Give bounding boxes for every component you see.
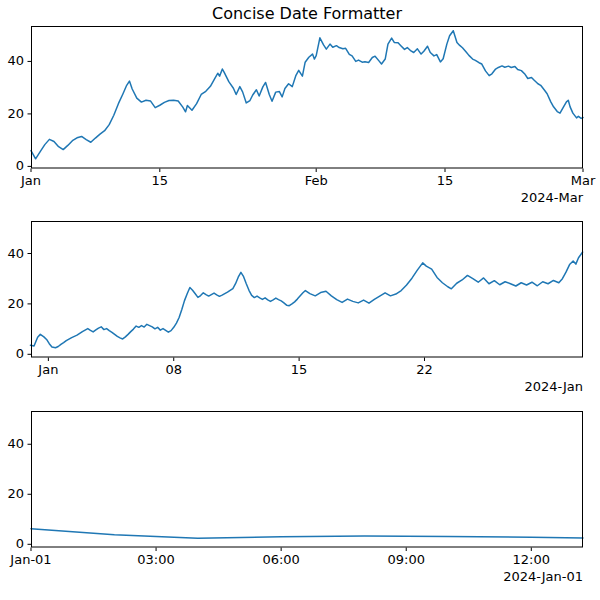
- data-line: [31, 529, 583, 539]
- axis-offset-label: 2024-Mar: [31, 190, 583, 205]
- x-tick-label: 12:00: [513, 552, 550, 567]
- axis-offset-label: 2024-Jan-01: [31, 569, 583, 584]
- figure: Concise Date Formatter Jan 15 Feb 15 Mar 0 20 4…: [0, 0, 600, 600]
- axis-offset-label: 2024-Jan: [31, 379, 583, 394]
- x-tick-label: Feb: [305, 173, 328, 188]
- x-tick-label: Jan-01: [10, 552, 51, 567]
- x-tick-label: 06:00: [262, 552, 299, 567]
- axes-frame: [32, 27, 583, 169]
- x-tick-label: 22: [416, 362, 433, 377]
- y-tick-label: 40: [0, 436, 24, 451]
- y-tick-label: 20: [0, 106, 24, 121]
- x-tick-label: 03:00: [137, 552, 174, 567]
- data-line: [30, 252, 582, 348]
- y-tick-label: 20: [0, 486, 24, 501]
- y-tick-label: 20: [0, 296, 24, 311]
- x-tick-label: Jan: [21, 173, 41, 188]
- x-tick-label: 15: [152, 173, 169, 188]
- x-tick-label: Jan: [38, 362, 58, 377]
- subplot-1: [31, 26, 583, 169]
- y-tick-label: 40: [0, 53, 24, 68]
- axes-frame: [32, 222, 583, 358]
- y-tick-label: 0: [0, 158, 24, 173]
- axes-frame: [32, 412, 583, 548]
- y-tick-label: 0: [0, 536, 24, 551]
- chart-title: Concise Date Formatter: [31, 4, 583, 23]
- x-tick-label: Mar: [571, 173, 596, 188]
- subplot-3: [31, 411, 583, 548]
- x-tick-label: 09:00: [387, 552, 424, 567]
- data-line: [31, 31, 583, 159]
- x-tick-label: 15: [291, 362, 308, 377]
- y-tick-label: 40: [0, 246, 24, 261]
- y-tick-label: 0: [0, 346, 24, 361]
- x-tick-label: 08: [165, 362, 182, 377]
- x-tick-label: 15: [437, 173, 454, 188]
- subplot-2: [31, 221, 583, 358]
